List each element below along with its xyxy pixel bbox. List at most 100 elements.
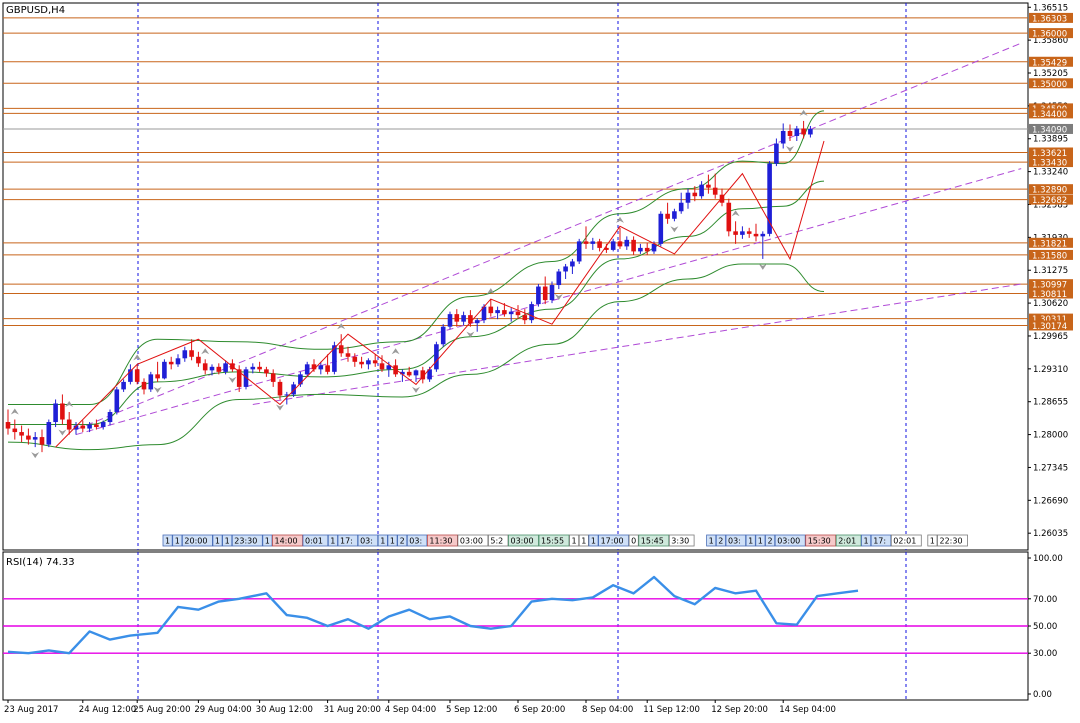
candle-down <box>706 184 711 188</box>
candle-up <box>638 247 643 252</box>
fractal-down-arrow <box>58 429 67 436</box>
candle-up <box>148 374 154 390</box>
session-tag-label: 1 <box>591 537 596 546</box>
level-price-label: 1.36000 <box>1032 30 1067 40</box>
session-tag-label: 17:00 <box>601 537 624 546</box>
candle-down <box>311 364 317 370</box>
candle-down <box>60 403 65 420</box>
session-tag <box>538 534 570 547</box>
session-tag <box>377 534 388 547</box>
time-tick-label: 30 Aug 12:00 <box>256 705 313 715</box>
candle-up <box>794 128 800 136</box>
candle-up <box>107 411 113 423</box>
candle-up <box>610 241 616 250</box>
session-tag <box>397 534 408 547</box>
fractal-down-arrow <box>31 452 40 459</box>
session-tag <box>487 534 509 547</box>
session-tag-label: 20:00 <box>184 537 207 546</box>
candle-up <box>73 425 79 430</box>
candle-down <box>406 371 412 376</box>
candle-down <box>257 366 262 370</box>
candle-down <box>420 370 426 380</box>
candle-up <box>685 192 691 203</box>
candle-down <box>712 187 718 195</box>
candle-up <box>223 363 228 372</box>
price-tick-label: 1.33895 <box>1033 135 1068 145</box>
candle-up <box>678 202 684 212</box>
level-price-tag <box>1029 279 1073 290</box>
rsi-tick-label: 50.00 <box>1033 622 1057 632</box>
candle-up <box>413 370 419 376</box>
level-price-tag <box>1029 28 1073 39</box>
candle-up <box>447 314 453 327</box>
session-tag-label: 1 <box>380 537 385 546</box>
level-price-tag <box>1029 157 1073 168</box>
session-tag <box>426 534 458 547</box>
candle-down <box>94 424 99 428</box>
candle-down <box>352 356 358 362</box>
time-tick-label: 31 Aug 20:00 <box>324 705 381 715</box>
price-tick-label: 1.32585 <box>1033 200 1068 210</box>
candle-up <box>767 163 772 234</box>
candle-up <box>774 143 779 164</box>
time-tick-label: 24 Aug 12:00 <box>79 705 136 715</box>
fractal-down-arrow <box>412 386 420 393</box>
level-price-tag <box>1029 288 1073 299</box>
candle-down <box>270 373 276 382</box>
candle-up <box>46 422 52 445</box>
candle-up <box>570 261 575 267</box>
level-price-label: 1.36303 <box>1032 14 1067 24</box>
price-tick-label: 1.26035 <box>1033 529 1068 539</box>
rsi-tick-label: 30.00 <box>1033 649 1057 659</box>
session-tag <box>628 534 639 547</box>
fractal-down-arrow <box>786 146 794 153</box>
session-tag-label: 14:00 <box>275 537 298 546</box>
session-tag <box>272 534 303 547</box>
candle-up <box>332 345 337 372</box>
price-tick-label: 1.28000 <box>1033 431 1068 441</box>
candle-up <box>808 128 813 135</box>
fractal-up-arrow <box>201 348 210 355</box>
fractal-down-arrow <box>228 376 237 383</box>
session-tag-label: 1 <box>758 537 763 546</box>
session-tag-label: 2 <box>768 537 773 546</box>
candle-up <box>651 243 657 252</box>
session-tag-label: 1 <box>175 537 180 546</box>
level-price-tag <box>1029 12 1073 23</box>
fractal-up-arrow <box>616 216 624 223</box>
session-tag <box>387 534 398 547</box>
session-tag <box>578 534 589 547</box>
session-tag <box>302 534 329 547</box>
level-price-label: 1.30811 <box>1032 290 1067 300</box>
fractal-up-arrow <box>337 323 346 330</box>
candle-up <box>298 374 303 385</box>
session-tag-label: 1 <box>572 537 577 546</box>
price-tick-label: 1.26690 <box>1033 496 1068 506</box>
candle-down <box>644 247 650 252</box>
candle-up <box>658 213 664 244</box>
candle-up <box>121 381 126 390</box>
level-price-tag <box>1029 78 1073 89</box>
session-tag <box>569 534 580 547</box>
price-tick-label: 1.28655 <box>1033 398 1068 408</box>
price-tick-label: 1.31275 <box>1033 266 1068 276</box>
candle-up <box>128 369 133 382</box>
candle-up <box>53 403 58 423</box>
session-tag-label: 03:00 <box>511 537 534 546</box>
level-price-label: 1.32890 <box>1032 186 1067 196</box>
session-tag-label: 15:30 <box>808 537 831 546</box>
session-tag-label: 0 <box>631 537 636 546</box>
level-price-label: 1.32682 <box>1032 196 1067 206</box>
candle-up <box>508 311 514 315</box>
rsi-line <box>7 575 859 655</box>
level-price-tag <box>1029 108 1073 119</box>
candle-down <box>665 213 670 219</box>
fractal-down-arrow <box>276 404 284 411</box>
candle-down <box>345 353 351 357</box>
price-tick-label: 1.36515 <box>1033 3 1068 13</box>
time-tick-label: 6 Sep 20:00 <box>514 705 565 715</box>
price-tick-label: 1.30620 <box>1033 299 1068 309</box>
session-tag <box>406 534 428 547</box>
